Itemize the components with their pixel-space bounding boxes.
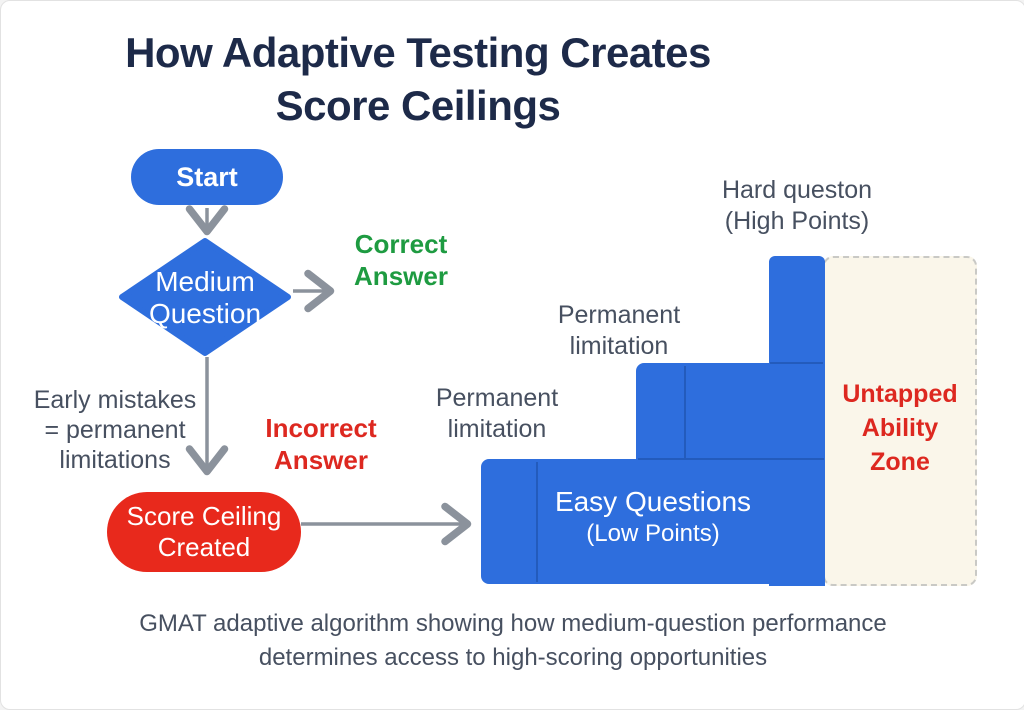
easy-questions-sublabel: (Low Points) [586,519,720,547]
start-node-label: Start [176,161,238,192]
correct-answer-label: Correct Answer [354,229,448,291]
start-node: Start [131,149,283,205]
permanent-limitation-label-upper: Permanent limitation [557,301,681,360]
easy-questions-label: Easy Questions [554,486,752,517]
early-mistakes-label: Early mistakes = permanent limitations [33,386,197,474]
medium-question-label: Medium Question [148,266,262,330]
easy-questions-label-group: Easy Questions (Low Points) [481,485,825,549]
stair-step-easy [481,459,825,584]
stair-divider [684,366,686,458]
score-ceiling-node: Score Ceiling Created [107,492,301,572]
stair-divider [638,458,824,460]
stair-divider [536,462,538,582]
hard-question-label: Hard queston (High Points) [721,176,873,235]
untapped-ability-zone [823,256,977,586]
untapped-ability-zone-label: Untapped Ability Zone [842,380,958,476]
incorrect-answer-label: Incorrect Answer [265,413,377,475]
score-ceiling-node-label: Score Ceiling Created [126,500,282,562]
page-title: How Adaptive Testing Creates Score Ceili… [125,29,711,129]
stair-divider [770,362,823,364]
permanent-limitation-label-lower: Permanent limitation [435,384,559,443]
caption: GMAT adaptive algorithm showing how medi… [139,610,887,672]
